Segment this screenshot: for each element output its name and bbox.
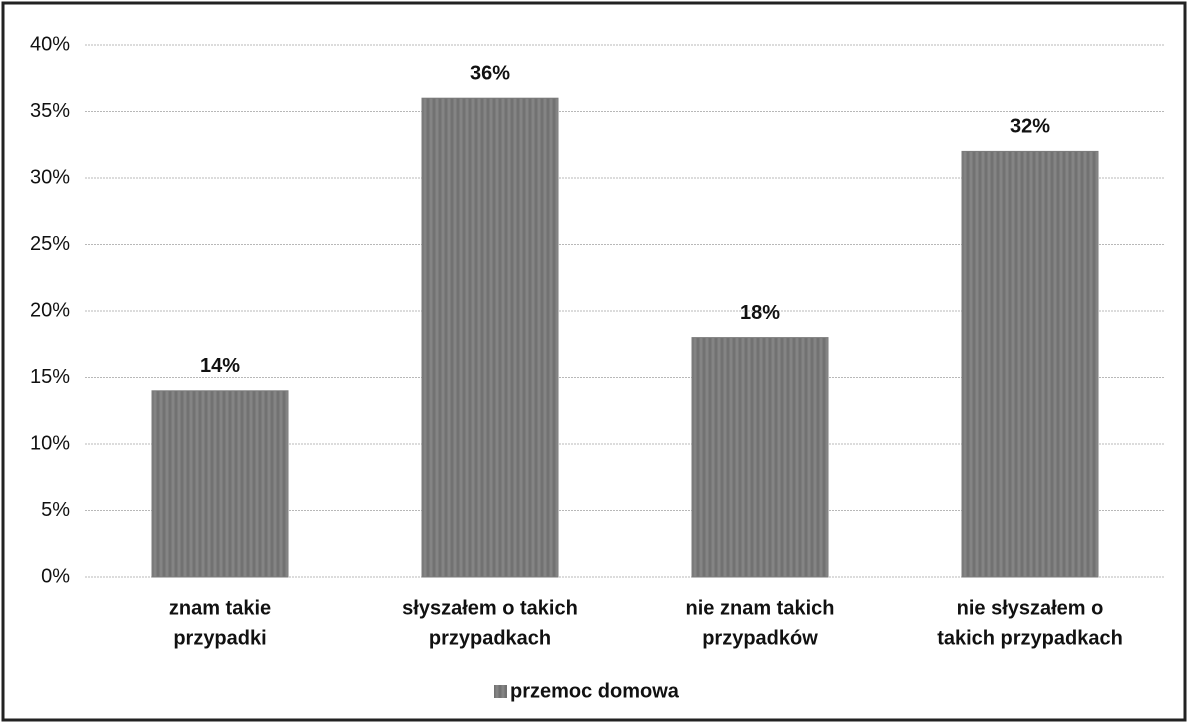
bar (961, 150, 1099, 578)
x-tick-label: nie znam takich (686, 597, 835, 619)
x-tick-label: znam takie (169, 597, 271, 619)
bar (691, 337, 829, 578)
x-tick-label: nie słyszałem o (957, 597, 1104, 619)
bar (151, 390, 289, 578)
x-tick-label: przypadkach (429, 627, 551, 649)
y-tick-label: 10% (30, 432, 70, 454)
x-tick-label: słyszałem o takich (402, 597, 578, 619)
data-label: 18% (740, 302, 780, 324)
legend-label: przemoc domowa (510, 680, 680, 702)
y-tick-label: 35% (30, 100, 70, 122)
y-tick-label: 30% (30, 166, 70, 188)
bar (421, 97, 559, 578)
y-tick-label: 5% (41, 499, 70, 521)
y-tick-label: 15% (30, 366, 70, 388)
y-tick-label: 40% (30, 33, 70, 55)
y-tick-label: 20% (30, 299, 70, 321)
data-label: 36% (470, 62, 510, 84)
data-label: 14% (200, 355, 240, 377)
y-tick-label: 25% (30, 233, 70, 255)
legend-swatch (494, 685, 507, 698)
y-tick-label: 0% (41, 565, 70, 587)
x-tick-label: przypadków (702, 627, 818, 649)
x-tick-label: takich przypadkach (937, 627, 1123, 649)
data-label: 32% (1010, 116, 1050, 138)
x-tick-label: przypadki (173, 627, 266, 649)
